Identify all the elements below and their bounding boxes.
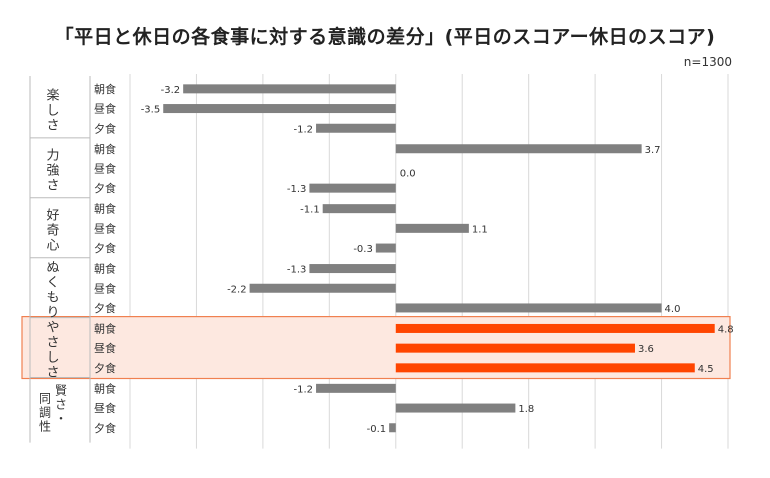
data-label: -0.1: [367, 424, 387, 435]
category-label: 朝食: [94, 262, 116, 276]
bar: [395, 223, 469, 233]
bar: [322, 204, 396, 214]
group-label: 力強さ: [46, 148, 59, 193]
data-label: -1.2: [294, 124, 314, 135]
group-label: 楽しさ: [46, 87, 59, 133]
data-label: 3.6: [638, 344, 654, 355]
bar: [395, 303, 662, 313]
category-label: 夕食: [94, 421, 116, 435]
data-label: 3.7: [645, 145, 661, 156]
category-label: 夕食: [94, 301, 116, 315]
bar: [163, 104, 396, 114]
bar: [183, 84, 396, 94]
category-label: 朝食: [94, 202, 116, 216]
bar: [395, 403, 516, 413]
bar: [309, 264, 396, 274]
category-label: 夕食: [94, 361, 116, 375]
bar: [395, 343, 635, 353]
group-label: 賢さ・同調性: [39, 384, 67, 434]
group-label: 好奇心: [46, 208, 59, 253]
category-label: 昼食: [94, 341, 116, 355]
bar: [395, 323, 715, 333]
bar: [375, 243, 396, 253]
bar: [316, 123, 396, 133]
data-label: -1.3: [287, 184, 307, 195]
category-label: 昼食: [94, 401, 116, 415]
category-label: 夕食: [94, 181, 116, 195]
category-label: 朝食: [94, 142, 116, 156]
bar: [309, 183, 396, 193]
data-label: -3.5: [141, 105, 161, 116]
data-label: -2.2: [227, 284, 247, 295]
category-label: 昼食: [94, 161, 116, 175]
category-label: 昼食: [94, 221, 116, 235]
data-label: 1.1: [472, 224, 488, 235]
bar: [395, 144, 642, 154]
data-label: 4.0: [665, 304, 681, 315]
category-label: 朝食: [94, 381, 116, 395]
data-label: 0.0: [400, 168, 416, 179]
sample-size-note: n=1300: [683, 55, 732, 69]
category-label: 朝食: [94, 321, 116, 335]
bar: [249, 283, 396, 293]
data-label: 4.8: [718, 324, 734, 335]
data-label: -1.2: [294, 384, 314, 395]
data-label: 1.8: [518, 404, 534, 415]
bar: [316, 383, 396, 393]
category-label: 夕食: [94, 121, 116, 135]
category-label: 昼食: [94, 281, 116, 295]
chart-title: 「平日と休日の各食事に対する意識の差分」(平日のスコアー休日のスコア): [54, 26, 716, 48]
group-label: やさしさ: [46, 321, 59, 381]
category-label: 昼食: [94, 102, 116, 116]
bar: [389, 423, 396, 433]
data-label: -1.1: [300, 205, 320, 216]
group-label: ぬくもり: [46, 261, 59, 321]
data-label: -1.3: [287, 265, 307, 276]
data-label: 4.5: [698, 364, 714, 375]
data-label: -3.2: [161, 85, 181, 96]
category-label: 夕食: [94, 241, 116, 255]
category-label: 朝食: [94, 82, 116, 96]
data-label: -0.3: [353, 244, 373, 255]
bar: [395, 363, 695, 373]
